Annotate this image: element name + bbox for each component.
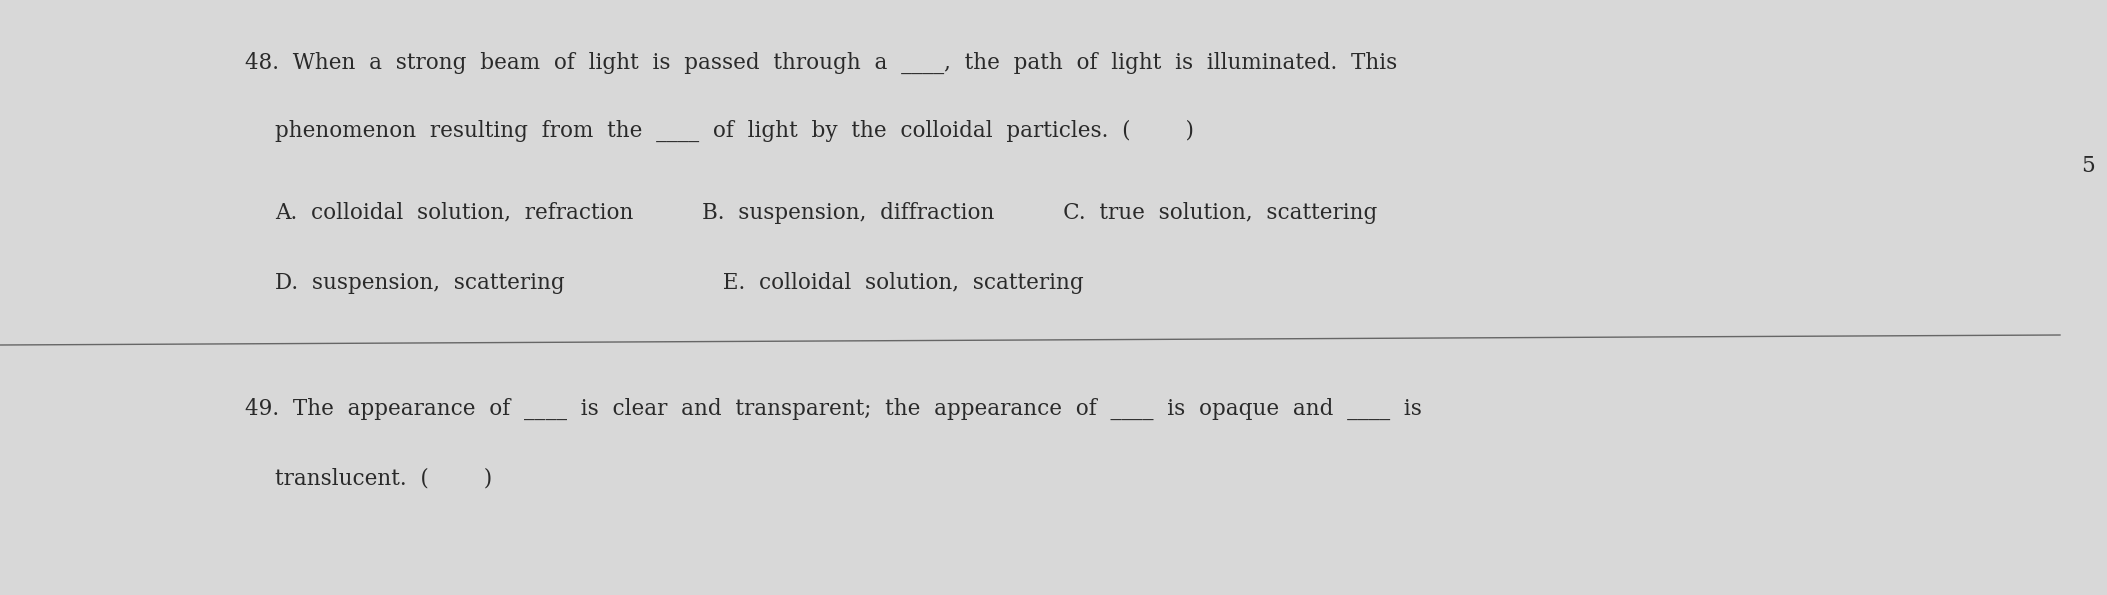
Text: 48.  When  a  strong  beam  of  light  is  passed  through  a  ____,  the  path : 48. When a strong beam of light is passe… — [244, 52, 1397, 74]
Text: 5: 5 — [2082, 155, 2094, 177]
Text: D.  suspension,  scattering                       E.  colloidal  solution,  scat: D. suspension, scattering E. colloidal s… — [276, 272, 1083, 294]
Text: A.  colloidal  solution,  refraction          B.  suspension,  diffraction      : A. colloidal solution, refraction B. sus… — [276, 202, 1378, 224]
Text: 49.  The  appearance  of  ____  is  clear  and  transparent;  the  appearance  o: 49. The appearance of ____ is clear and … — [244, 398, 1422, 420]
Text: translucent.  (        ): translucent. ( ) — [276, 468, 493, 490]
Text: phenomenon  resulting  from  the  ____  of  light  by  the  colloidal  particles: phenomenon resulting from the ____ of li… — [276, 120, 1195, 142]
